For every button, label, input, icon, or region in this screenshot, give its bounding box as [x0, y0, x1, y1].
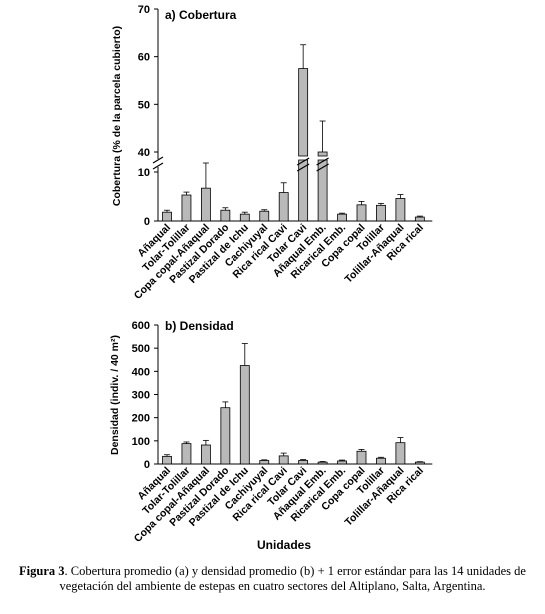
chart-cobertura: a) Cobertura Cobertura (% de la parcela … — [111, 4, 433, 302]
chart-b-y-tick-label: 0 — [144, 459, 150, 471]
chart-a-bar — [259, 210, 270, 222]
chart-b-bar — [200, 444, 211, 465]
chart-a-bar — [162, 211, 172, 222]
chart-a-axis-break-mark — [152, 162, 164, 170]
chart-b-title: b) Densidad — [165, 319, 234, 333]
chart-a-bar-upper — [298, 68, 309, 157]
chart-a-bar-upper — [317, 151, 328, 157]
chart-a-y-tick-label: 50 — [138, 99, 150, 111]
chart-b-axes — [154, 324, 433, 465]
chart-a-bar — [278, 192, 289, 222]
chart-b-y-tick-label: 300 — [132, 390, 150, 402]
chart-a-y-tick-label: 60 — [138, 52, 150, 64]
chart-a-bars — [162, 44, 425, 222]
chart-b-bar — [278, 455, 289, 465]
chart-a-y-tick-label: 10 — [138, 167, 150, 179]
chart-a-bar-break-mark — [296, 157, 310, 166]
chart-a-ylabel: Cobertura (% de la parcela cubierto) — [111, 26, 123, 206]
caption-text: . Cobertura promedio (a) y densidad prom… — [59, 564, 526, 593]
chart-a-bar — [200, 187, 211, 222]
chart-a-bar-break-mark — [316, 157, 329, 166]
chart-a-y-tick-label: 0 — [144, 216, 150, 228]
chart-a-axis-break-mark — [152, 156, 164, 164]
chart-a-bar-lower — [317, 159, 328, 222]
chart-b-bar — [298, 460, 309, 465]
chart-a-tick-labels: 0 10 40 50 60 70 — [138, 4, 150, 228]
chart-b-bar — [220, 407, 231, 465]
figure-caption: Figura 3. Cobertura promedio (a) y densi… — [0, 564, 545, 594]
chart-b-y-tick-label: 600 — [132, 320, 150, 332]
chart-a-bar — [220, 209, 231, 222]
chart-a-axes — [152, 8, 433, 222]
chart-a-bar-break-mark — [296, 163, 310, 172]
chart-b-y-tick-label: 200 — [132, 413, 150, 425]
chart-b-bar — [376, 457, 386, 465]
chart-b-bars — [162, 343, 425, 465]
chart-a-y-tick-label: 70 — [138, 4, 150, 16]
chart-b-y-tick-label: 500 — [132, 343, 150, 355]
chart-b-y-tick-label: 400 — [132, 366, 150, 378]
chart-b-bar — [162, 455, 172, 465]
chart-b-bar — [337, 460, 347, 465]
chart-b-bar — [259, 460, 270, 465]
chart-b-y-tick-label: 100 — [132, 436, 150, 448]
chart-a-bar — [395, 198, 406, 222]
chart-b-bar — [356, 450, 367, 465]
chart-b-bar — [239, 365, 250, 465]
chart-b-ylabel: Densidad (indiv. / 40 m²) — [109, 335, 121, 455]
chart-b-bar — [181, 443, 192, 465]
chart-a-bar — [356, 204, 367, 222]
chart-a-title: a) Cobertura — [165, 8, 237, 22]
chart-b-bar — [317, 461, 328, 465]
chart-a-bar — [376, 204, 386, 222]
chart-a-bar — [414, 216, 425, 222]
chart-a-bar-lower — [298, 159, 309, 222]
chart-a-y-tick-label: 40 — [138, 147, 150, 159]
chart-a-bar — [239, 213, 250, 222]
chart-a-bar — [337, 213, 347, 222]
chart-b-xlabel: Unidades — [257, 538, 311, 552]
chart-a-bar — [181, 194, 192, 222]
chart-b-tick-labels: 0 100 200 300 400 500 600 — [132, 320, 150, 471]
chart-b-bar — [395, 442, 406, 465]
caption-label: Figura 3 — [19, 564, 65, 578]
chart-b-bar — [414, 461, 425, 465]
chart-a-bar-break-mark — [316, 163, 329, 172]
chart-densidad: b) Densidad Densidad (indiv. / 40 m²) 0 1… — [109, 319, 433, 552]
